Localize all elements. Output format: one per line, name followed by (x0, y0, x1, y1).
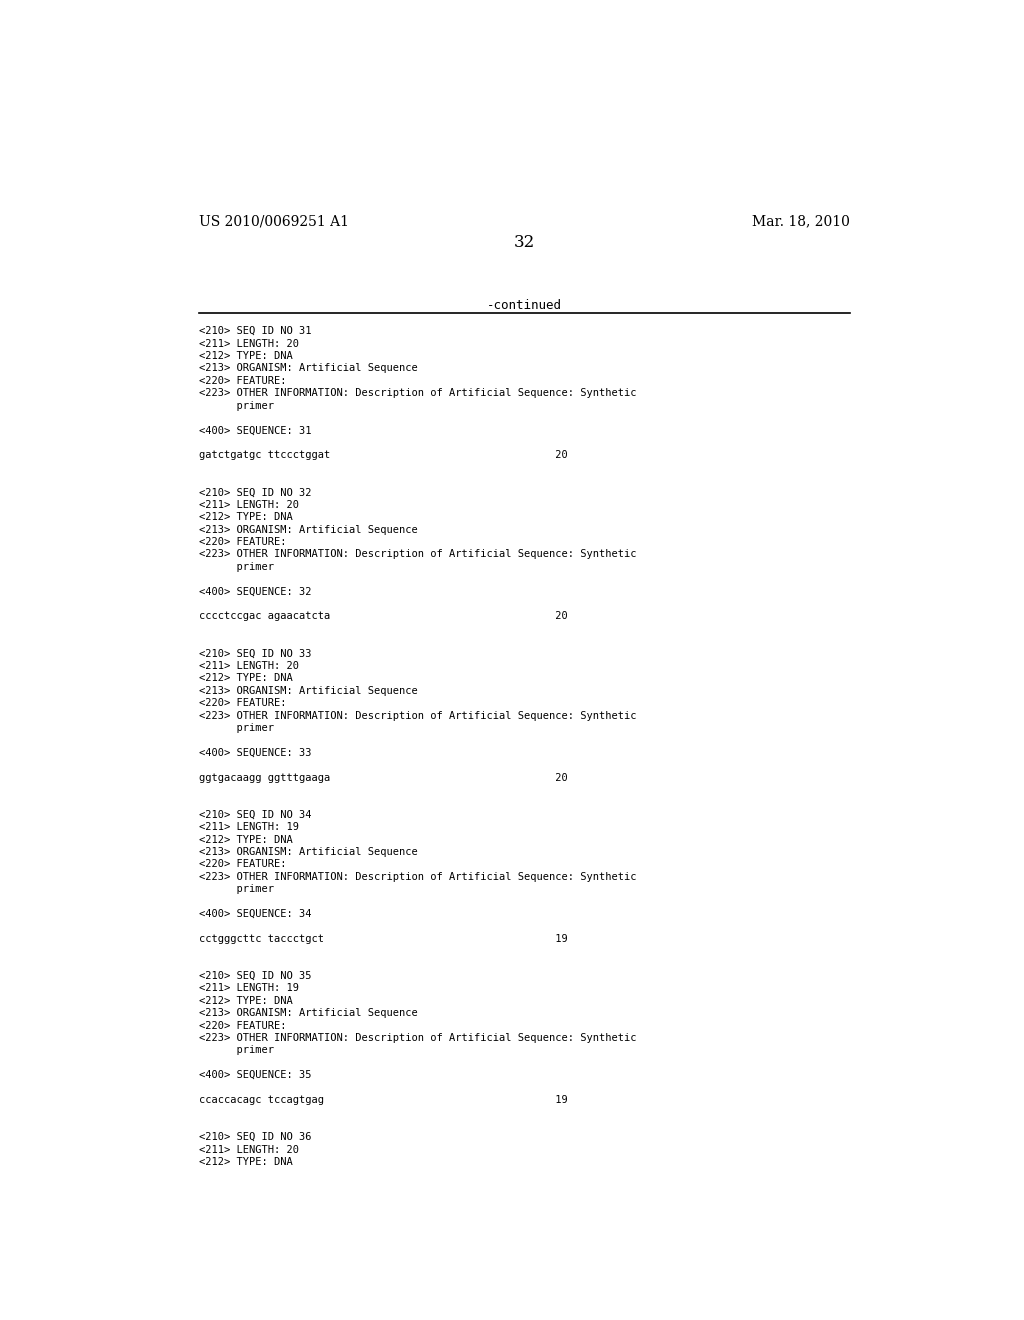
Text: <213> ORGANISM: Artificial Sequence: <213> ORGANISM: Artificial Sequence (200, 363, 418, 374)
Text: -continued: -continued (487, 298, 562, 312)
Text: <400> SEQUENCE: 33: <400> SEQUENCE: 33 (200, 747, 312, 758)
Text: <213> ORGANISM: Artificial Sequence: <213> ORGANISM: Artificial Sequence (200, 847, 418, 857)
Text: <211> LENGTH: 20: <211> LENGTH: 20 (200, 500, 299, 510)
Text: US 2010/0069251 A1: US 2010/0069251 A1 (200, 214, 349, 228)
Text: <223> OTHER INFORMATION: Description of Artificial Sequence: Synthetic: <223> OTHER INFORMATION: Description of … (200, 388, 637, 399)
Text: gatctgatgc ttccctggat                                    20: gatctgatgc ttccctggat 20 (200, 450, 568, 461)
Text: <211> LENGTH: 19: <211> LENGTH: 19 (200, 822, 299, 832)
Text: cctgggcttc taccctgct                                     19: cctgggcttc taccctgct 19 (200, 933, 568, 944)
Text: <223> OTHER INFORMATION: Description of Artificial Sequence: Synthetic: <223> OTHER INFORMATION: Description of … (200, 1034, 637, 1043)
Text: <400> SEQUENCE: 35: <400> SEQUENCE: 35 (200, 1071, 312, 1080)
Text: <213> ORGANISM: Artificial Sequence: <213> ORGANISM: Artificial Sequence (200, 1008, 418, 1018)
Text: <220> FEATURE:: <220> FEATURE: (200, 1020, 287, 1031)
Text: <210> SEQ ID NO 35: <210> SEQ ID NO 35 (200, 972, 312, 981)
Text: <220> FEATURE:: <220> FEATURE: (200, 859, 287, 870)
Text: <211> LENGTH: 20: <211> LENGTH: 20 (200, 338, 299, 348)
Text: <220> FEATURE:: <220> FEATURE: (200, 376, 287, 385)
Text: <210> SEQ ID NO 31: <210> SEQ ID NO 31 (200, 326, 312, 337)
Text: 32: 32 (514, 234, 536, 251)
Text: primer: primer (200, 884, 274, 894)
Text: primer: primer (200, 400, 274, 411)
Text: ccaccacagc tccagtgag                                     19: ccaccacagc tccagtgag 19 (200, 1094, 568, 1105)
Text: <210> SEQ ID NO 34: <210> SEQ ID NO 34 (200, 809, 312, 820)
Text: <210> SEQ ID NO 33: <210> SEQ ID NO 33 (200, 648, 312, 659)
Text: <220> FEATURE:: <220> FEATURE: (200, 537, 287, 546)
Text: <212> TYPE: DNA: <212> TYPE: DNA (200, 1156, 293, 1167)
Text: cccctccgac agaacatcta                                    20: cccctccgac agaacatcta 20 (200, 611, 568, 622)
Text: <212> TYPE: DNA: <212> TYPE: DNA (200, 673, 293, 684)
Text: <223> OTHER INFORMATION: Description of Artificial Sequence: Synthetic: <223> OTHER INFORMATION: Description of … (200, 710, 637, 721)
Text: <223> OTHER INFORMATION: Description of Artificial Sequence: Synthetic: <223> OTHER INFORMATION: Description of … (200, 871, 637, 882)
Text: <212> TYPE: DNA: <212> TYPE: DNA (200, 995, 293, 1006)
Text: <400> SEQUENCE: 34: <400> SEQUENCE: 34 (200, 909, 312, 919)
Text: <223> OTHER INFORMATION: Description of Artificial Sequence: Synthetic: <223> OTHER INFORMATION: Description of … (200, 549, 637, 560)
Text: <400> SEQUENCE: 31: <400> SEQUENCE: 31 (200, 425, 312, 436)
Text: <400> SEQUENCE: 32: <400> SEQUENCE: 32 (200, 586, 312, 597)
Text: <213> ORGANISM: Artificial Sequence: <213> ORGANISM: Artificial Sequence (200, 524, 418, 535)
Text: primer: primer (200, 562, 274, 572)
Text: <211> LENGTH: 20: <211> LENGTH: 20 (200, 661, 299, 671)
Text: <212> TYPE: DNA: <212> TYPE: DNA (200, 512, 293, 523)
Text: <211> LENGTH: 19: <211> LENGTH: 19 (200, 983, 299, 994)
Text: <210> SEQ ID NO 36: <210> SEQ ID NO 36 (200, 1133, 312, 1142)
Text: <211> LENGTH: 20: <211> LENGTH: 20 (200, 1144, 299, 1155)
Text: <210> SEQ ID NO 32: <210> SEQ ID NO 32 (200, 487, 312, 498)
Text: primer: primer (200, 723, 274, 733)
Text: <213> ORGANISM: Artificial Sequence: <213> ORGANISM: Artificial Sequence (200, 685, 418, 696)
Text: <220> FEATURE:: <220> FEATURE: (200, 698, 287, 708)
Text: <212> TYPE: DNA: <212> TYPE: DNA (200, 351, 293, 360)
Text: Mar. 18, 2010: Mar. 18, 2010 (753, 214, 850, 228)
Text: ggtgacaagg ggtttgaaga                                    20: ggtgacaagg ggtttgaaga 20 (200, 772, 568, 783)
Text: <212> TYPE: DNA: <212> TYPE: DNA (200, 834, 293, 845)
Text: primer: primer (200, 1045, 274, 1055)
